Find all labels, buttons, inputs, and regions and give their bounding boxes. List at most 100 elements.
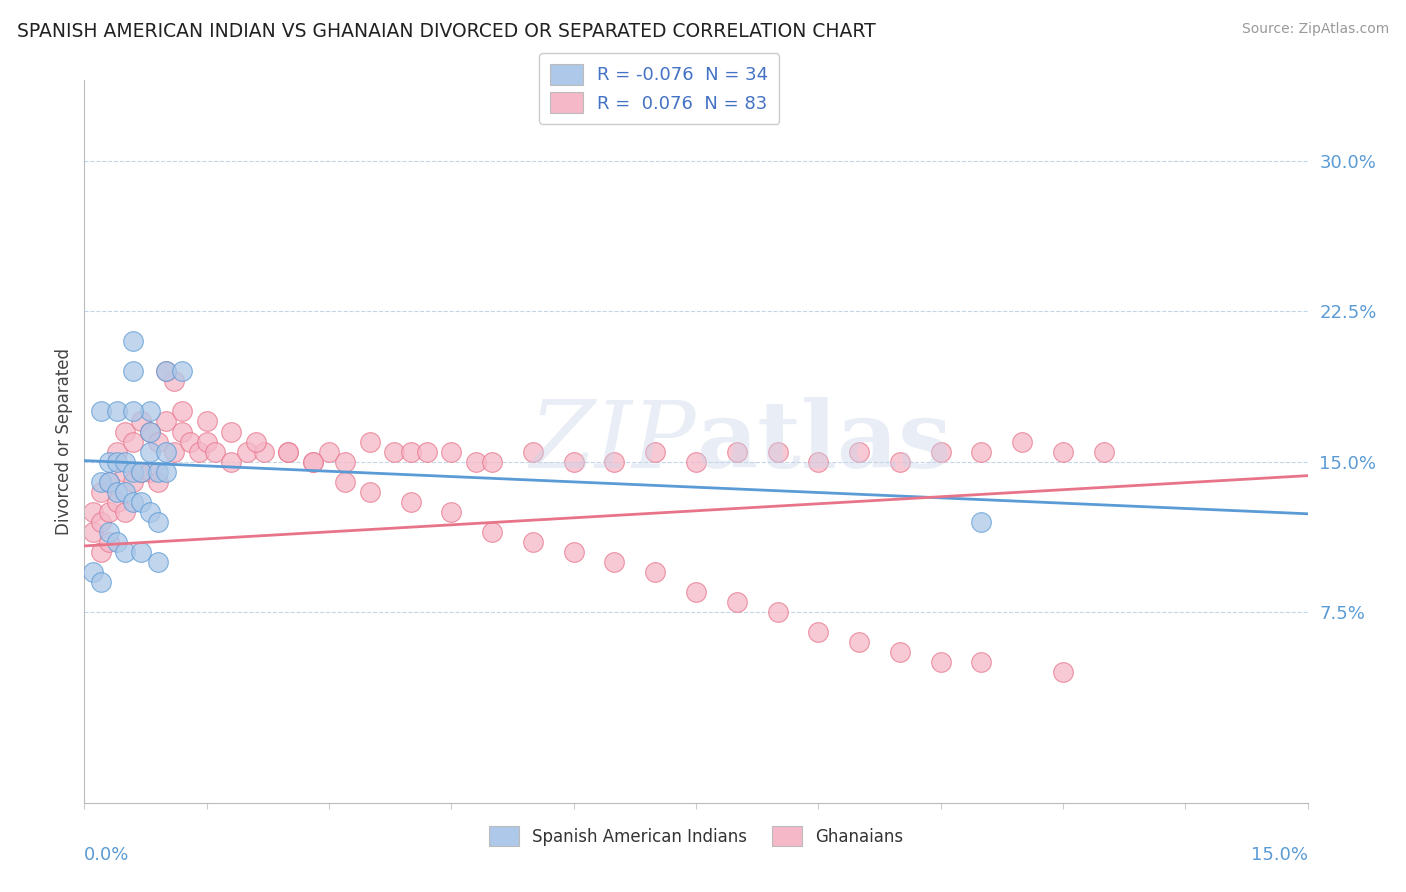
Point xyxy=(685,455,707,469)
Point xyxy=(562,545,585,559)
Point xyxy=(848,635,870,649)
Point xyxy=(90,404,112,418)
Point xyxy=(725,444,748,458)
Point xyxy=(90,475,112,489)
Point xyxy=(163,375,186,389)
Point xyxy=(685,585,707,599)
Text: SPANISH AMERICAN INDIAN VS GHANAIAN DIVORCED OR SEPARATED CORRELATION CHART: SPANISH AMERICAN INDIAN VS GHANAIAN DIVO… xyxy=(17,22,876,41)
Point xyxy=(644,565,666,579)
Point xyxy=(131,494,153,508)
Point xyxy=(146,515,169,529)
Point xyxy=(97,535,120,549)
Point xyxy=(318,444,340,458)
Point xyxy=(172,364,194,378)
Point xyxy=(848,444,870,458)
Point xyxy=(359,434,381,449)
Point xyxy=(131,465,153,479)
Point xyxy=(122,494,145,508)
Point xyxy=(929,655,952,669)
Point xyxy=(807,455,830,469)
Point xyxy=(114,505,136,519)
Y-axis label: Divorced or Separated: Divorced or Separated xyxy=(55,348,73,535)
Point xyxy=(481,524,503,539)
Point xyxy=(253,444,276,458)
Point xyxy=(97,475,120,489)
Legend: Spanish American Indians, Ghanaians: Spanish American Indians, Ghanaians xyxy=(482,820,910,852)
Point xyxy=(807,625,830,640)
Point xyxy=(131,414,153,429)
Point xyxy=(277,444,299,458)
Point xyxy=(122,465,145,479)
Point xyxy=(562,455,585,469)
Point xyxy=(416,444,439,458)
Point xyxy=(970,444,993,458)
Point xyxy=(766,605,789,619)
Point xyxy=(138,505,160,519)
Point xyxy=(146,465,169,479)
Point xyxy=(245,434,267,449)
Point xyxy=(236,444,259,458)
Point xyxy=(172,425,194,439)
Point xyxy=(90,515,112,529)
Point xyxy=(131,465,153,479)
Point xyxy=(644,444,666,458)
Point xyxy=(172,404,194,418)
Point xyxy=(335,455,357,469)
Point xyxy=(114,545,136,559)
Point xyxy=(114,425,136,439)
Point xyxy=(522,535,544,549)
Point xyxy=(138,465,160,479)
Point xyxy=(889,645,911,659)
Point xyxy=(138,444,160,458)
Point xyxy=(382,444,405,458)
Point xyxy=(440,505,463,519)
Point xyxy=(90,575,112,590)
Point xyxy=(301,455,323,469)
Point xyxy=(725,595,748,609)
Point xyxy=(155,364,177,378)
Point xyxy=(335,475,357,489)
Point xyxy=(97,455,120,469)
Point xyxy=(97,475,120,489)
Point xyxy=(603,555,626,569)
Point xyxy=(138,425,160,439)
Point xyxy=(146,555,169,569)
Point xyxy=(146,434,169,449)
Point xyxy=(131,545,153,559)
Point xyxy=(359,484,381,499)
Point xyxy=(204,444,226,458)
Point xyxy=(146,475,169,489)
Point xyxy=(195,414,218,429)
Point xyxy=(122,475,145,489)
Point xyxy=(155,414,177,429)
Point xyxy=(105,455,128,469)
Point xyxy=(399,444,422,458)
Point xyxy=(970,655,993,669)
Point xyxy=(522,444,544,458)
Point xyxy=(82,565,104,579)
Point xyxy=(603,455,626,469)
Text: Source: ZipAtlas.com: Source: ZipAtlas.com xyxy=(1241,22,1389,37)
Point xyxy=(82,524,104,539)
Point xyxy=(195,434,218,449)
Point xyxy=(277,444,299,458)
Point xyxy=(155,444,177,458)
Point xyxy=(114,484,136,499)
Point xyxy=(138,404,160,418)
Point xyxy=(122,364,145,378)
Point xyxy=(219,425,242,439)
Point xyxy=(105,444,128,458)
Point xyxy=(970,515,993,529)
Point xyxy=(179,434,201,449)
Point xyxy=(97,505,120,519)
Point xyxy=(105,494,128,508)
Point xyxy=(82,505,104,519)
Point xyxy=(399,494,422,508)
Point xyxy=(155,465,177,479)
Point xyxy=(105,484,128,499)
Point xyxy=(440,444,463,458)
Point xyxy=(114,465,136,479)
Point xyxy=(1052,444,1074,458)
Point xyxy=(105,404,128,418)
Point xyxy=(97,524,120,539)
